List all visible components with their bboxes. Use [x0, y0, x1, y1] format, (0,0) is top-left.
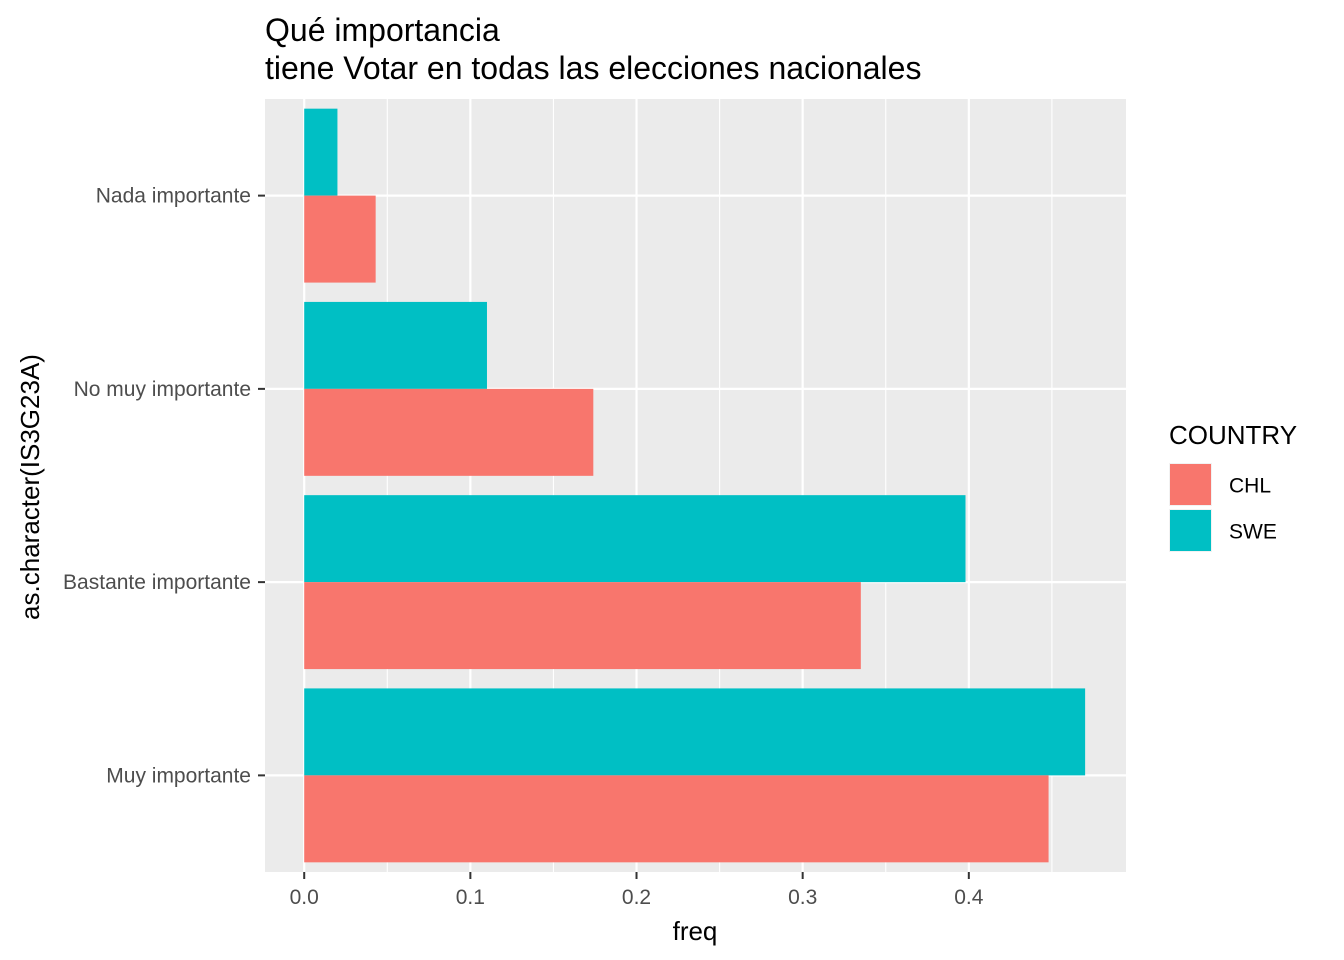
legend-label-swe: SWE: [1229, 521, 1277, 544]
bar-chl-0: [304, 195, 376, 283]
legend-swatch-swe: [1170, 510, 1211, 551]
x-tick-label: 0.2: [622, 886, 651, 909]
legend-title: COUNTRY: [1169, 420, 1297, 450]
y-tick-label: Nada importante: [96, 185, 251, 208]
bar-chl-2: [304, 582, 861, 670]
y-tick-label: Muy importante: [106, 764, 251, 787]
bar-swe-0: [304, 108, 338, 196]
legend-swatch-chl: [1170, 464, 1211, 505]
y-tick-label: Bastante importante: [63, 571, 251, 594]
x-tick-label: 0.0: [290, 886, 319, 909]
x-tick-label: 0.1: [456, 886, 485, 909]
legend: CHL SWE: [1169, 463, 1277, 552]
x-axis: 0.0 0.1 0.2 0.3 0.4: [290, 872, 984, 909]
x-axis-title: freq: [673, 916, 718, 946]
bar-chl-3: [304, 775, 1049, 863]
chart-title-line-2: tiene Votar en todas las elecciones naci…: [265, 50, 921, 86]
bar-swe-1: [304, 301, 487, 389]
chart-title-line-1: Qué importancia: [265, 12, 500, 48]
bar-chl-1: [304, 388, 594, 476]
y-axis: Nada importante No muy importante Bastante…: [63, 185, 265, 787]
y-tick-label: No muy importante: [74, 378, 251, 401]
y-axis-title: as.character(IS3G23A): [15, 354, 45, 620]
bar-swe-2: [304, 495, 966, 583]
x-tick-label: 0.4: [954, 886, 984, 909]
bars: [304, 108, 1086, 863]
x-tick-label: 0.3: [788, 886, 817, 909]
bar-swe-3: [304, 688, 1086, 776]
legend-label-chl: CHL: [1229, 475, 1271, 498]
